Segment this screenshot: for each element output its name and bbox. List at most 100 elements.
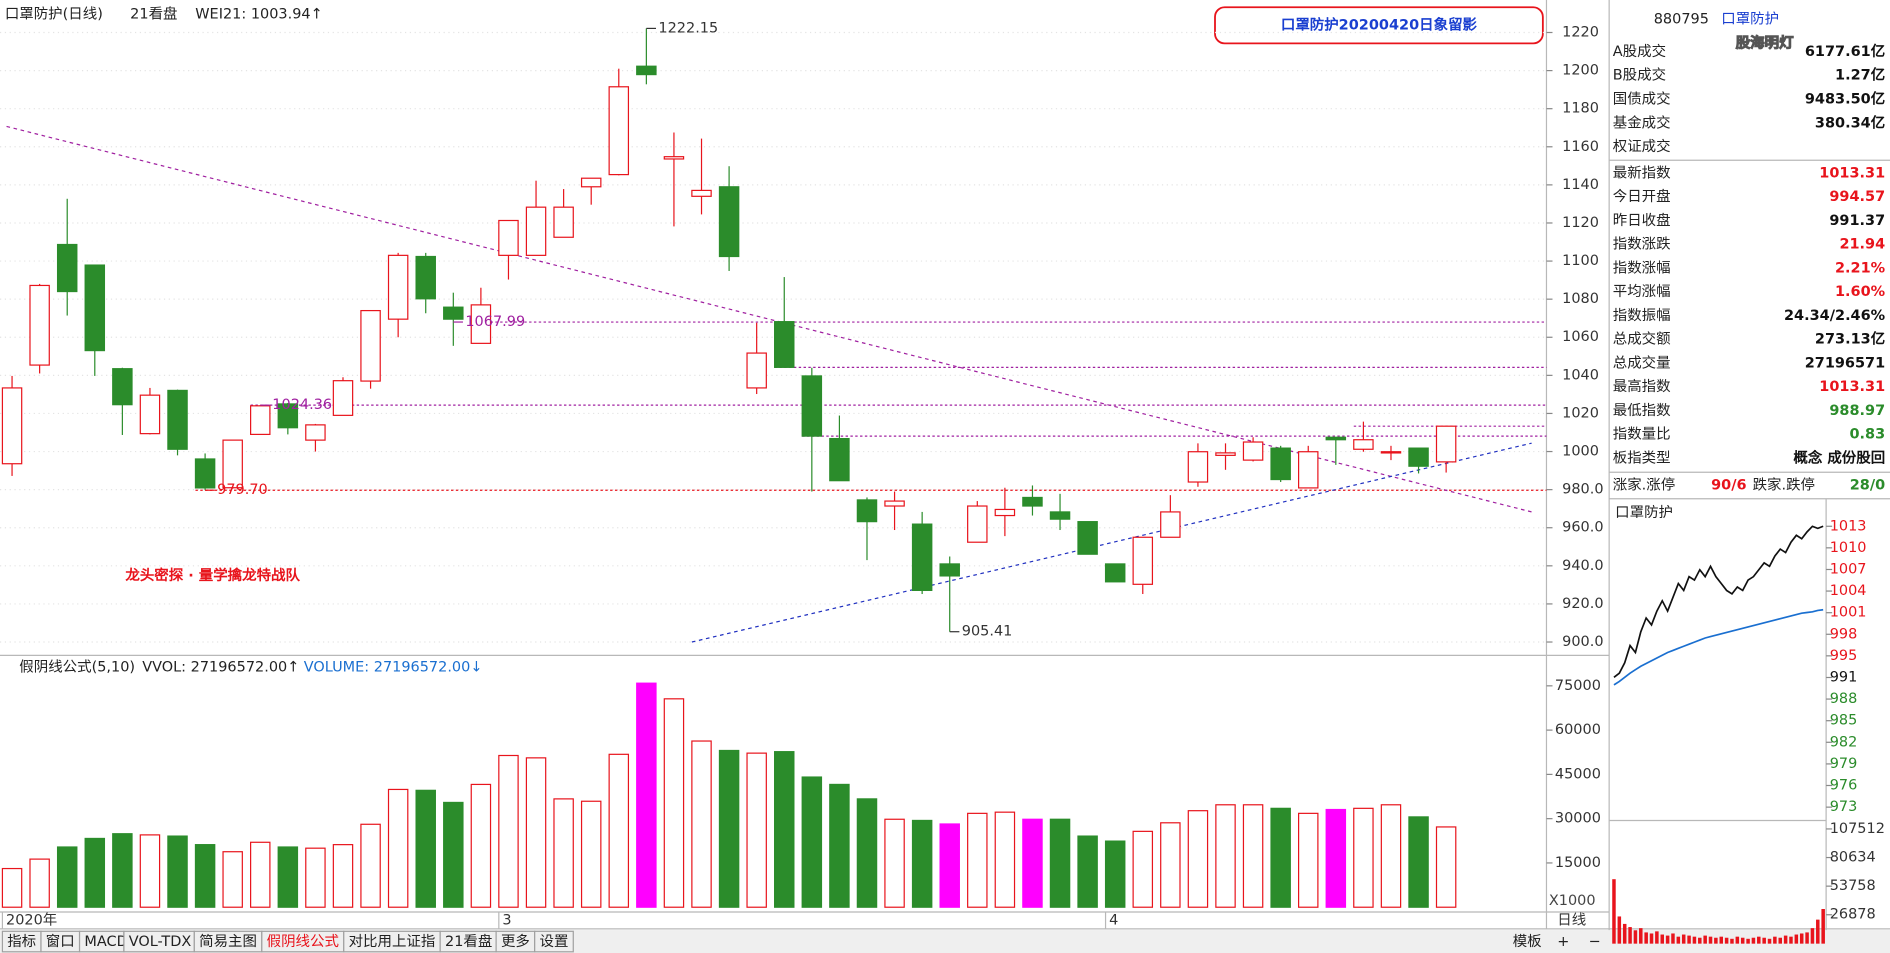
volume-bar (360, 823, 381, 908)
row-label: 指数振幅 (1613, 307, 1671, 324)
annotation: 1024.36 (272, 397, 332, 413)
y-tick-label: 980.0 (1562, 482, 1603, 498)
candle-body (856, 499, 878, 523)
row-label: 今日开盘 (1613, 187, 1671, 205)
tab-label[interactable]: 更多 (501, 933, 530, 950)
volume-bar (1644, 932, 1648, 944)
candle-body (1435, 425, 1457, 463)
volume-bar (1671, 933, 1675, 944)
y-tick-label: 979 (1830, 756, 1858, 772)
x-tick-label: 3 (502, 912, 511, 928)
row-label: 指数涨跌 (1613, 236, 1671, 253)
volume-bar (443, 801, 464, 908)
row-value: 994.57 (1829, 189, 1885, 205)
volume-bar (1353, 807, 1374, 908)
tab-label[interactable]: 简易主图 (199, 933, 257, 950)
volume-bar (1698, 937, 1702, 944)
candle-body (250, 405, 271, 436)
toolbar-button[interactable]: − (1589, 934, 1601, 950)
tab-label[interactable]: 窗口 (46, 932, 75, 950)
y-tick-label: 1220 (1562, 25, 1599, 41)
toolbar-button[interactable]: + (1557, 934, 1569, 950)
volume-bar (1655, 931, 1659, 944)
price-line (1613, 525, 1824, 678)
row-label: 基金成交 (1613, 113, 1671, 131)
tab[interactable] (534, 930, 574, 953)
volume-bar (1708, 936, 1713, 944)
y-tick-label: 53758 (1830, 878, 1876, 894)
y-tick-label: 976 (1830, 777, 1858, 793)
candle-body (498, 219, 519, 256)
candle-body (139, 394, 161, 435)
volume-bar (1757, 936, 1761, 944)
volume-bar (718, 749, 740, 908)
candle-body (360, 309, 381, 382)
code: 880795 (1654, 11, 1709, 27)
candle-body (194, 458, 216, 489)
row-value: 2.21% (1835, 260, 1886, 276)
annotation: 1067.99 (465, 314, 525, 330)
tab-label[interactable]: 指标 (7, 933, 36, 950)
candle-body (967, 505, 988, 543)
y-tick-label: 1013 (1830, 518, 1867, 534)
candle-body (1160, 511, 1181, 538)
stamp-text: 口罩防护20200420日象留影 (1281, 15, 1478, 33)
volume-bar (1783, 935, 1788, 944)
toolbar-button[interactable]: 模板 (1513, 932, 1542, 950)
row-label: 国债成交 (1613, 90, 1671, 108)
volume-bar (1622, 923, 1627, 944)
volume-bar (1270, 807, 1291, 908)
y-tick-label: 1060 (1562, 329, 1599, 345)
y-tick-label: 1000 (1562, 444, 1599, 460)
y-tick-label: 1004 (1830, 583, 1867, 599)
y-tick-label: 1007 (1830, 561, 1867, 577)
candle-body (470, 304, 492, 344)
volume-bar (1799, 933, 1804, 944)
row-value: 1.60% (1835, 284, 1886, 300)
tab-label[interactable]: VOL-TDX (129, 934, 192, 950)
volume-bar (167, 835, 188, 908)
volume-bar (277, 846, 299, 908)
candle-body (1408, 447, 1429, 467)
volume-bar (1687, 935, 1691, 944)
candle-body (29, 284, 50, 366)
volume-bar (1740, 937, 1745, 944)
volume-bar (1730, 938, 1734, 944)
tab-label[interactable]: 假阴线公式 (267, 933, 339, 950)
tab-label[interactable]: 设置 (540, 933, 569, 950)
volume-bar (1724, 937, 1729, 944)
volume-bar (1639, 928, 1643, 944)
name: 口罩防护 (1721, 10, 1779, 27)
candle-body (277, 403, 299, 429)
volume-bar (112, 833, 133, 908)
volume-bar (1767, 938, 1772, 944)
volume-bar (1773, 936, 1777, 944)
volume-bar (1778, 937, 1783, 944)
candle-body (84, 264, 106, 352)
candle-body (443, 306, 464, 320)
slogan: 龙头密探 · 量学擒龙特战队 (124, 566, 300, 584)
chart-title: 假阴线公式(5,10) (19, 658, 135, 675)
volume-bar (1132, 830, 1154, 908)
price-line (1613, 608, 1824, 686)
candle-body (332, 380, 354, 416)
y-tick-label: 973 (1830, 799, 1858, 815)
volume-bar (387, 788, 409, 908)
volume-bar (1789, 936, 1793, 944)
candle-body (415, 255, 436, 300)
tab-label[interactable]: 21看盘 (445, 932, 492, 950)
candle-body (1187, 451, 1209, 483)
volume-bar (305, 847, 326, 908)
volume-bar (1692, 936, 1697, 944)
y-tick-label: 991 (1830, 669, 1858, 685)
volume-bar (332, 844, 354, 908)
row-value: 1013.31 (1819, 165, 1885, 181)
volume-bar (1735, 936, 1740, 944)
y-tick-label: 1180 (1562, 101, 1599, 117)
tab-label[interactable]: 对比用上证指 (349, 933, 436, 950)
candle-body (56, 243, 78, 293)
candle-body (1270, 447, 1291, 481)
volume-bar (222, 851, 243, 908)
tab-label[interactable]: MACD (84, 934, 127, 950)
